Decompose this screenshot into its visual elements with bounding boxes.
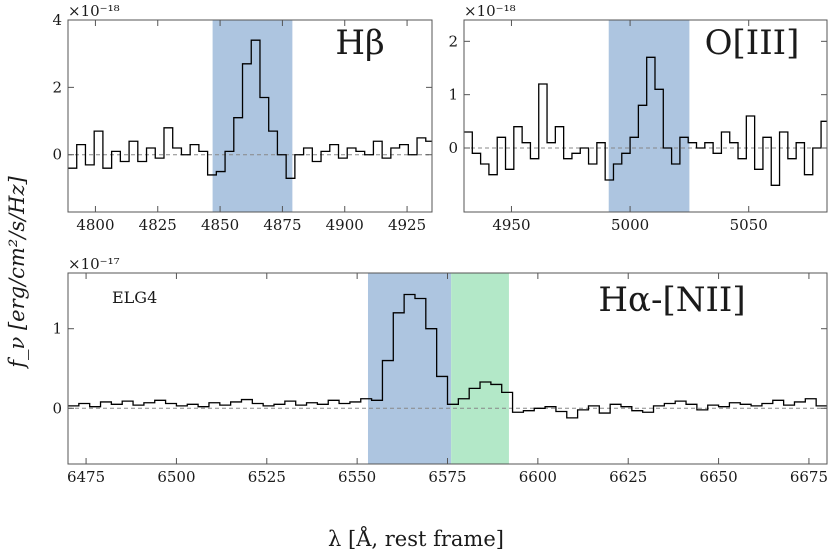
panel-hbeta: 4800 4825 4850 4875 4900 4925 0 2 4 ×10⁻¹⁸ Hβ — [52, 2, 433, 234]
hbeta-line-label: Hβ — [335, 23, 384, 63]
halpha-band-0 — [367, 273, 452, 464]
halpha-scale-label: ×10⁻¹⁷ — [68, 255, 120, 273]
oiii-frame — [463, 19, 828, 213]
hbeta-xtick-label-0: 4800 — [76, 216, 114, 234]
hbeta-ytick-label-1: 2 — [52, 78, 62, 96]
oiii-xtick-label-2: 5050 — [730, 216, 768, 234]
panel-oiii: 4950 5000 5050 0 1 2 ×10⁻¹⁸ O[III] — [448, 2, 828, 234]
y-axis-title: f_ν [erg/cm²/s/Hz] — [5, 175, 29, 369]
hbeta-xtick-label-4: 4900 — [326, 216, 364, 234]
halpha-xtick-label-7: 6650 — [699, 468, 737, 486]
x-axis-title: λ [Å, rest frame] — [328, 526, 504, 551]
hbeta-ytick-label-2: 4 — [52, 11, 62, 29]
hbeta-frame — [67, 19, 433, 213]
halpha-xtick-label-2: 6525 — [248, 468, 286, 486]
oiii-xtick-label-1: 5000 — [611, 216, 649, 234]
halpha-ytick-label-0: 0 — [52, 399, 62, 417]
hbeta-band-0 — [212, 20, 293, 212]
oiii-scale-label: ×10⁻¹⁸ — [464, 2, 516, 20]
halpha-object-label: ELG4 — [112, 288, 157, 307]
hbeta-spectrum-line — [68, 39, 432, 179]
oiii-xtick-label-0: 4950 — [492, 216, 530, 234]
halpha-xtick-label-8: 6675 — [790, 468, 828, 486]
halpha-xtick-label-0: 6475 — [67, 468, 105, 486]
halpha-xtick-label-3: 6550 — [338, 468, 376, 486]
halpha-xtick-label-6: 6625 — [609, 468, 647, 486]
oiii-spectrum-line — [464, 56, 827, 186]
hbeta-xtick-label-2: 4850 — [201, 216, 239, 234]
hbeta-xtick-label-3: 4875 — [263, 216, 301, 234]
hbeta-xtick-label-1: 4825 — [139, 216, 177, 234]
halpha-spectrum-line — [68, 293, 827, 419]
halpha-xtick-label-1: 6500 — [157, 468, 195, 486]
halpha-band-1 — [451, 273, 509, 464]
oiii-line-label: O[III] — [705, 23, 800, 63]
halpha-xtick-label-4: 6575 — [428, 468, 466, 486]
halpha-xtick-label-5: 6600 — [519, 468, 557, 486]
hbeta-xtick-label-5: 4925 — [388, 216, 426, 234]
halpha-ytick-label-1: 1 — [52, 320, 62, 338]
hbeta-scale-label: ×10⁻¹⁸ — [68, 2, 120, 20]
halpha-line-label: Hα-[NII] — [598, 280, 745, 320]
panel-halpha: 6475 6500 6525 6550 6575 6600 6625 6650 6675 0 1 ×1… — [52, 255, 828, 486]
oiii-ytick-label-2: 2 — [448, 32, 458, 50]
oiii-ytick-label-1: 1 — [448, 86, 458, 104]
hbeta-ytick-label-0: 0 — [52, 146, 62, 164]
oiii-band-0 — [608, 20, 690, 212]
oiii-ytick-label-0: 0 — [448, 139, 458, 157]
